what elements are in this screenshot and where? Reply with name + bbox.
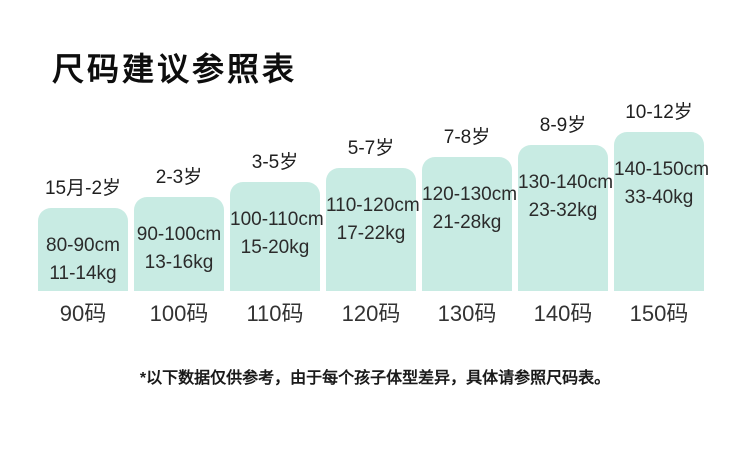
- age-range-label: 15月-2岁: [44, 178, 122, 199]
- height-range: 130-140cm: [518, 172, 614, 193]
- weight-range: 13-16kg: [144, 252, 214, 273]
- size-column-90: 15月-2岁 80-90cm 11-14kg: [38, 173, 128, 291]
- height-range: 110-120cm: [326, 195, 420, 216]
- height-range: 120-130cm: [422, 184, 518, 205]
- age-range-label: 8-9岁: [539, 115, 587, 136]
- size-bar: 120-130cm 21-28kg: [422, 157, 518, 291]
- weight-range: 17-22kg: [336, 223, 406, 244]
- size-bar: 90-100cm 13-16kg: [134, 197, 224, 291]
- height-range: 80-90cm: [46, 235, 120, 256]
- weight-range: 21-28kg: [432, 212, 502, 233]
- size-code-label: 150码: [629, 301, 689, 326]
- height-range: 140-150cm: [614, 159, 710, 180]
- size-code-label: 90码: [59, 301, 107, 326]
- size-column-100: 2-3岁 90-100cm 13-16kg: [134, 162, 224, 291]
- size-code-label: 100码: [149, 301, 209, 326]
- age-range-label: 3-5岁: [251, 152, 299, 173]
- height-range: 100-110cm: [230, 209, 324, 230]
- age-range-label: 10-12岁: [625, 102, 693, 123]
- size-code-label: 110码: [246, 301, 304, 326]
- size-code-row: 90码 100码 110码 120码 130码 140码 150码: [38, 296, 704, 328]
- height-range: 90-100cm: [136, 224, 222, 245]
- size-bar: 110-120cm 17-22kg: [326, 168, 420, 291]
- size-column-130: 7-8岁 120-130cm 21-28kg: [422, 122, 518, 291]
- weight-range: 23-32kg: [528, 200, 598, 221]
- size-column-150: 10-12岁 140-150cm 33-40kg: [614, 97, 710, 291]
- size-column-140: 8-9岁 130-140cm 23-32kg: [518, 110, 614, 291]
- disclaimer-note: *以下数据仅供参考，由于每个孩子体型差异，具体请参照尺码表。: [139, 370, 611, 387]
- size-bar: 130-140cm 23-32kg: [518, 145, 614, 291]
- size-code-label: 120码: [341, 301, 401, 326]
- weight-range: 15-20kg: [240, 237, 310, 258]
- page-title: 尺码建议参照表: [52, 51, 298, 87]
- size-bar-chart: 15月-2岁 80-90cm 11-14kg 2-3岁 90-100cm 13-…: [38, 97, 710, 291]
- age-range-label: 5-7岁: [347, 138, 395, 159]
- size-column-120: 5-7岁 110-120cm 17-22kg: [326, 133, 420, 291]
- size-code-label: 140码: [533, 301, 593, 326]
- size-bar: 100-110cm 15-20kg: [230, 182, 324, 291]
- weight-range: 11-14kg: [49, 263, 117, 284]
- size-code-label: 130码: [437, 301, 497, 326]
- age-range-label: 7-8岁: [443, 127, 491, 148]
- size-bar: 140-150cm 33-40kg: [614, 132, 710, 291]
- age-range-label: 2-3岁: [155, 167, 203, 188]
- size-bar: 80-90cm 11-14kg: [38, 208, 128, 291]
- weight-range: 33-40kg: [624, 187, 694, 208]
- size-column-110: 3-5岁 100-110cm 15-20kg: [230, 147, 324, 291]
